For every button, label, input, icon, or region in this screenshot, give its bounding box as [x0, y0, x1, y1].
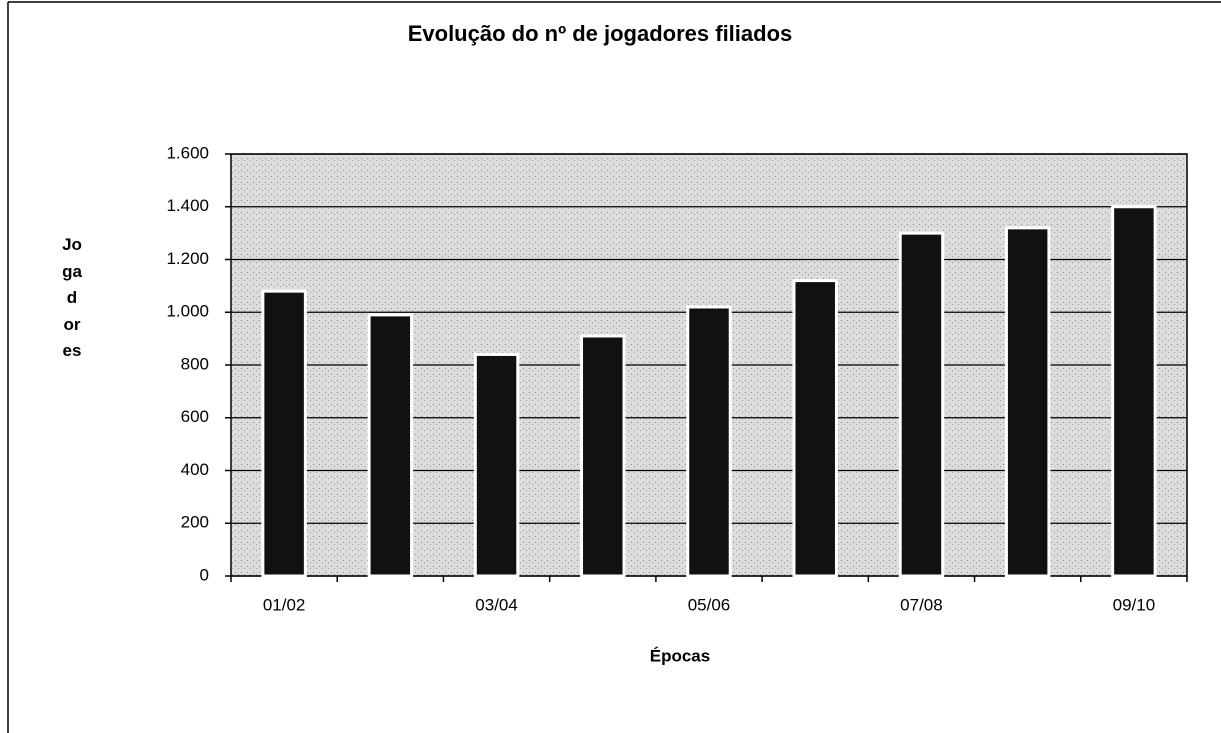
bar: [1111, 205, 1157, 578]
y-tick-label: 1.000: [166, 302, 209, 321]
bar: [367, 313, 414, 578]
x-tick-label: 09/10: [1113, 595, 1156, 614]
y-tick-label: 800: [181, 354, 209, 373]
bar: [792, 279, 838, 578]
y-tick-label: 200: [181, 513, 209, 532]
x-tick-label: 05/06: [688, 595, 731, 614]
y-axis-title: Jogadores: [62, 235, 82, 360]
x-tick-label: 07/08: [900, 595, 943, 614]
bar: [580, 334, 626, 578]
y-tick-label: 400: [181, 460, 209, 479]
y-tick-label: 600: [181, 407, 209, 426]
y-tick-label: 1.600: [166, 143, 209, 162]
bar: [473, 352, 520, 578]
bar: [261, 289, 307, 578]
chart-title: Evolução do nº de jogadores filiados: [408, 21, 793, 46]
bar: [686, 305, 732, 578]
x-axis-title: Épocas: [650, 646, 710, 665]
x-tick-label: 01/02: [263, 595, 306, 614]
bar: [1004, 226, 1051, 578]
bar: [898, 231, 945, 578]
x-tick-label: 03/04: [475, 595, 518, 614]
y-tick-label: 1.400: [166, 196, 209, 215]
y-tick-label: 1.200: [166, 249, 209, 268]
y-tick-label: 0: [200, 565, 209, 584]
